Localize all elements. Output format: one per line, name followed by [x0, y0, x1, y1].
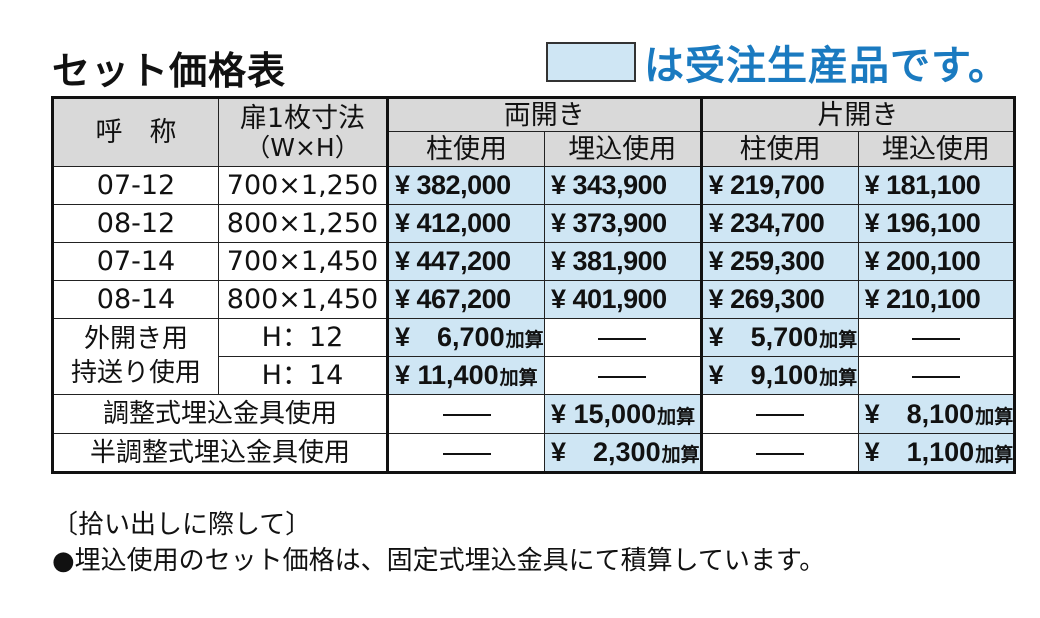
dash [911, 375, 960, 378]
price-cell: ¥ 210,100 [857, 280, 1016, 319]
dash [442, 414, 491, 416]
row-size: 800×1,250 [218, 204, 389, 243]
price-cell: ¥ 382,000 [387, 166, 545, 205]
option-outward-line2: 持送り使用 [70, 357, 201, 388]
add-price-cell: ¥ 15,000加算 [544, 394, 703, 434]
price-cell: ¥ 412,000 [387, 204, 545, 243]
header-single: 片開き [700, 97, 1016, 132]
option-row-semi-adjust: 半調整式埋込金具使用 ¥ 2,300加算 ¥ 1,100加算 [52, 433, 1016, 473]
price-cell: ¥ 219,700 [700, 166, 859, 205]
price-cell: ¥ 401,900 [544, 280, 703, 319]
price-cell: ¥ 259,300 [700, 242, 859, 281]
price-cell: ¥ 234,700 [700, 204, 859, 243]
add-unit: 加算 [661, 445, 700, 466]
dash [442, 452, 491, 455]
header-name: 呼 称 [52, 97, 219, 167]
header-double: 両開き [387, 97, 703, 132]
dash [911, 337, 960, 340]
legend-swatch [546, 42, 636, 82]
add-unit: 加算 [819, 330, 858, 351]
option-row-h14: H：14 ¥ 11,400加算 ¥ 9,100加算 [53, 356, 1016, 395]
add-price-cell: ¥ 1,100加算 [857, 433, 1016, 473]
header-double-pillar: 柱使用 [387, 131, 545, 167]
empty-cell [544, 318, 703, 357]
price-cell: ¥ 181,100 [857, 166, 1016, 205]
empty-cell [857, 356, 1016, 395]
add-price: ¥ 5,700 [708, 322, 819, 352]
price-cell: ¥ 343,900 [544, 166, 703, 205]
empty-cell [857, 318, 1016, 357]
table-row: 07-12 700×1,250 ¥ 382,000 ¥ 343,900 ¥ 21… [52, 166, 1016, 205]
notes-bullet: ●埋込使用のセット価格は、固定式埋込金具にて積算しています。 [52, 546, 826, 576]
option-row-h12: 外開き用 持送り使用 H：12 ¥ 6,700加算 ¥ 5,700加算 [52, 318, 1016, 395]
empty-cell [387, 433, 545, 473]
add-unit: 加算 [505, 330, 544, 351]
add-unit: 加算 [975, 445, 1014, 466]
price-cell: ¥ 269,300 [700, 280, 859, 319]
option-outward: 外開き用 持送り使用 [52, 318, 219, 395]
add-price-cell: ¥ 5,700加算 [700, 318, 859, 357]
price-table: 呼 称 扉1枚寸法 （W×H） 両開き 片開き 柱使用 埋込使用 柱使用 埋込使… [51, 96, 1017, 474]
price-cell: ¥ 373,900 [544, 204, 703, 243]
option-semi-adjust-label: 半調整式埋込金具使用 [52, 433, 389, 473]
legend: は受注生産品です。 [546, 40, 1009, 89]
header-size-line1: 扉1枚寸法 [239, 102, 366, 134]
price-cell: ¥ 200,100 [857, 242, 1016, 281]
option-h12: H：12 [218, 318, 389, 357]
header-double-embedded: 埋込使用 [544, 131, 703, 167]
add-price: ¥ 6,700 [395, 322, 505, 352]
add-unit: 加算 [657, 406, 696, 428]
empty-cell [700, 433, 859, 473]
row-name: 07-12 [52, 166, 219, 205]
row-size: 800×1,450 [218, 280, 389, 319]
add-price-cell: ¥ 11,400加算 [387, 356, 545, 395]
notes-heading: 〔拾い出しに際して〕 [52, 510, 312, 540]
price-cell: ¥ 447,200 [387, 242, 545, 281]
dash [598, 337, 647, 340]
add-unit: 加算 [819, 368, 858, 389]
table-row: 08-14 800×1,450 ¥ 467,200 ¥ 401,900 ¥ 26… [52, 280, 1016, 319]
empty-cell [387, 394, 545, 434]
dash [598, 375, 647, 378]
price-cell: ¥ 381,900 [544, 242, 703, 281]
header-size-line2: （W×H） [245, 132, 360, 162]
dash [756, 452, 805, 455]
row-size: 700×1,250 [218, 166, 389, 205]
add-price-cell: ¥ 9,100加算 [700, 356, 859, 395]
add-price-cell: ¥ 2,300加算 [544, 433, 703, 473]
legend-text: は受注生産品です。 [644, 43, 1009, 89]
row-name: 08-14 [52, 280, 219, 319]
row-name: 07-14 [52, 242, 219, 281]
add-price: ¥ 11,400 [395, 360, 499, 390]
table-row: 07-14 700×1,450 ¥ 447,200 ¥ 381,900 ¥ 25… [52, 242, 1016, 281]
option-outward-line1: 外開き用 [83, 323, 188, 354]
header-single-pillar: 柱使用 [700, 131, 859, 167]
add-price: ¥ 9,100 [708, 360, 819, 390]
add-unit: 加算 [499, 368, 538, 389]
row-size: 700×1,450 [218, 242, 389, 281]
table-row: 08-12 800×1,250 ¥ 412,000 ¥ 373,900 ¥ 23… [52, 204, 1016, 243]
price-cell: ¥ 196,100 [857, 204, 1016, 243]
add-unit: 加算 [975, 406, 1014, 428]
add-price: ¥ 15,000 [551, 398, 657, 429]
page-title: セット価格表 [52, 49, 287, 93]
option-h14: H：14 [218, 356, 389, 395]
add-price: ¥ 1,100 [864, 437, 975, 467]
price-cell: ¥ 467,200 [387, 280, 545, 319]
header-size: 扉1枚寸法 （W×H） [218, 97, 389, 167]
header-single-embedded: 埋込使用 [857, 131, 1016, 167]
row-name: 08-12 [52, 204, 219, 243]
option-adjust-label: 調整式埋込金具使用 [52, 394, 389, 434]
add-price: ¥ 8,100 [864, 398, 975, 429]
empty-cell [544, 356, 703, 395]
option-row-adjust: 調整式埋込金具使用 ¥ 15,000加算 ¥ 8,100加算 [52, 394, 1016, 434]
add-price: ¥ 2,300 [551, 437, 661, 467]
add-price-cell: ¥ 6,700加算 [387, 318, 545, 357]
add-price-cell: ¥ 8,100加算 [857, 394, 1016, 434]
empty-cell [700, 394, 859, 434]
dash [756, 414, 805, 416]
